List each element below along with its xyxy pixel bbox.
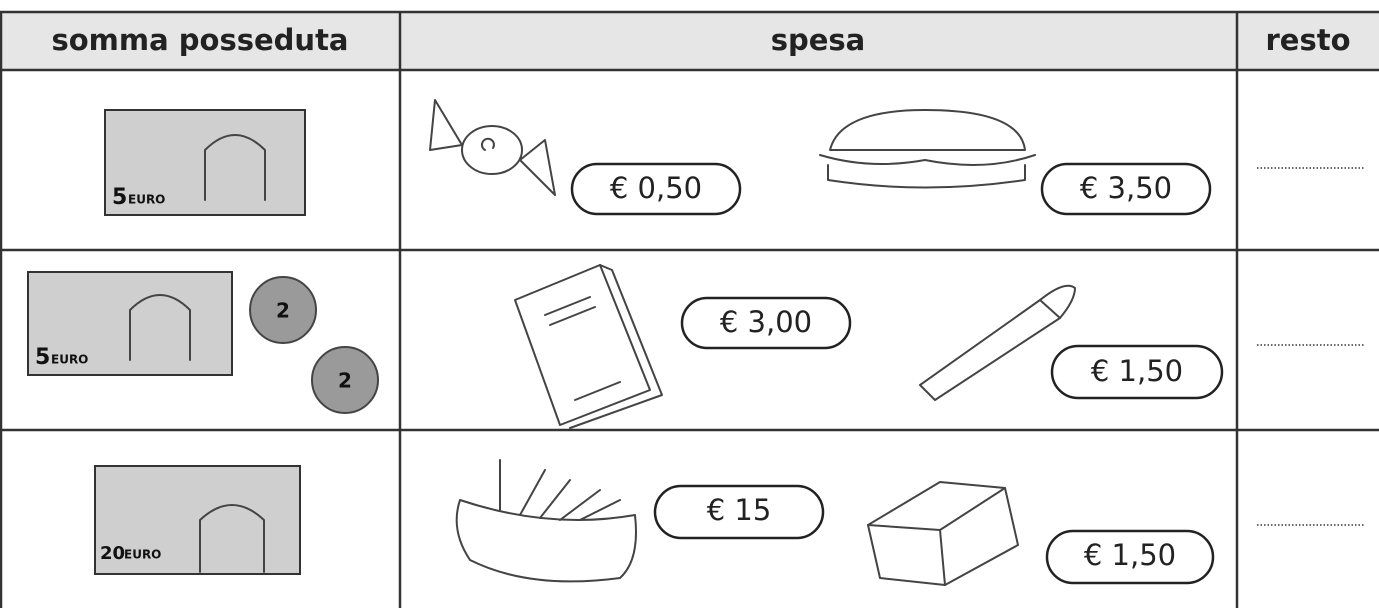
coin bbox=[249, 276, 317, 344]
price: € 0,50 bbox=[610, 171, 702, 205]
price: € 1,50 bbox=[1091, 354, 1183, 388]
price: € 15 bbox=[707, 493, 772, 527]
price: € 3,00 bbox=[720, 305, 812, 339]
price-tag bbox=[570, 162, 742, 216]
price-tag bbox=[1045, 529, 1215, 585]
price-tag bbox=[1040, 162, 1212, 216]
sandwich-icon bbox=[819, 109, 1036, 189]
candy-icon bbox=[429, 99, 556, 196]
note-arch bbox=[199, 504, 265, 573]
header-bg bbox=[0, 12, 1379, 70]
header-cell: somma posseduta bbox=[52, 23, 349, 57]
price-tag bbox=[1050, 344, 1224, 400]
price-tag bbox=[653, 484, 825, 540]
coin-value: 2 bbox=[276, 299, 290, 323]
note-denomination: 5 bbox=[35, 345, 50, 370]
note-arch bbox=[129, 294, 191, 361]
coin bbox=[311, 346, 379, 414]
pen-icon bbox=[919, 284, 1076, 401]
price-tag bbox=[680, 296, 852, 350]
note-denomination: 5 bbox=[112, 185, 127, 210]
notebook-icon bbox=[514, 264, 663, 429]
note-denomination: 20 bbox=[100, 543, 125, 564]
header-cell: resto bbox=[1265, 23, 1350, 57]
table-grid bbox=[0, 10, 1379, 608]
note-currency: EURO bbox=[51, 353, 88, 367]
note-arch bbox=[204, 134, 266, 201]
price: € 1,50 bbox=[1084, 538, 1176, 572]
banknote bbox=[94, 465, 301, 575]
note-currency: EURO bbox=[128, 193, 165, 207]
header-cell: spesa bbox=[771, 23, 866, 57]
price: € 3,50 bbox=[1080, 171, 1172, 205]
note-currency: EURO bbox=[124, 548, 161, 562]
coin-value: 2 bbox=[338, 369, 352, 393]
eraser-icon bbox=[867, 481, 1019, 586]
pencil-case-icon bbox=[455, 459, 637, 583]
